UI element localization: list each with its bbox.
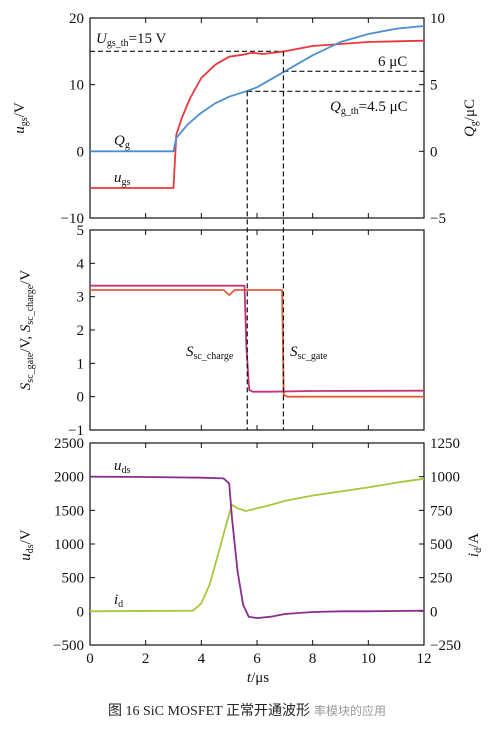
label-qg: Qg <box>114 133 130 151</box>
id-series <box>89 477 425 613</box>
y-tick-label: 1 <box>77 356 85 372</box>
y2-tick-label: 500 <box>430 537 453 553</box>
y-tick-label: 0 <box>77 390 85 406</box>
y-tick-label: 1000 <box>54 537 84 553</box>
label-uds: uds <box>114 458 131 476</box>
x-tick-label: 12 <box>417 651 432 667</box>
y2-tick-label: 5 <box>430 78 438 94</box>
y2-tick-label: 1250 <box>430 436 460 452</box>
xlabel: t/μs <box>247 670 269 686</box>
label-id: id <box>114 592 123 610</box>
panel-top: −10 0 10 20 −5 0 5 10 Ugs_th=15 V 6 μC Qg_th=4.5 μ… <box>12 11 480 227</box>
y2label-id: id/A <box>466 533 484 557</box>
y-tick-label: 10 <box>69 78 84 94</box>
y2-tick-label: 1000 <box>430 470 460 486</box>
annotation-6uc: 6 μC <box>378 54 407 70</box>
y2-tick-label: 250 <box>430 571 453 587</box>
x-tick-label: 0 <box>86 651 94 667</box>
plot-frame <box>89 229 425 431</box>
annotation-qg-th: Qg_th=4.5 μC <box>330 99 408 117</box>
y-tick-label: 5 <box>77 223 85 239</box>
y-tick-label: 20 <box>69 11 84 27</box>
x-tick-label: 2 <box>142 651 150 667</box>
figure-caption: 图 16 SiC MOSFET 正常开通波形 率模块的应用 <box>0 700 494 720</box>
ssc-gate-series <box>90 289 424 398</box>
x-tick-label: 4 <box>198 651 206 667</box>
y-tick-label: 500 <box>62 571 85 587</box>
ylabel-ssc: Ssc_gate/V, Ssc_charge/V <box>18 270 36 391</box>
y2-tick-label: 0 <box>430 144 438 160</box>
label-ugs: ugs <box>114 170 131 188</box>
annotation-ugs-th: Ugs_th=15 V <box>96 31 166 49</box>
x-tick-label: 8 <box>309 651 317 667</box>
x-tick-label: 10 <box>361 651 376 667</box>
y-tick-label: −10 <box>61 211 84 227</box>
marker-lines <box>246 51 285 430</box>
caption-text: 图 16 SiC MOSFET 正常开通波形 <box>107 704 310 719</box>
y-tick-label: 0 <box>77 144 85 160</box>
y-tick-label: 2000 <box>54 470 84 486</box>
panel-bottom: −50005001000150020002500−250025050075010… <box>18 436 484 686</box>
ylabel-uds: uds/V <box>18 529 36 561</box>
y-tick-label: −500 <box>53 638 84 654</box>
y2label-qg: Qg/μC <box>462 99 480 137</box>
y2-tick-label: 0 <box>430 604 438 620</box>
panel-middle: −1 0 1 2 3 4 5 Ssc_charge Ssc_gate Ssc_gate/V, Ss… <box>18 223 425 439</box>
y-tick-label: 1500 <box>54 503 84 519</box>
y-tick-label: −1 <box>68 423 84 439</box>
y2-tick-label: 10 <box>430 11 445 27</box>
y2-tick-label: 750 <box>430 503 453 519</box>
y-tick-label: 3 <box>77 290 85 306</box>
plot-frame <box>89 442 425 646</box>
watermark-text: 率模块的应用 <box>313 704 386 718</box>
ssc-charge-series <box>90 284 425 393</box>
uds-series <box>89 475 425 619</box>
y-tick-label: 2 <box>77 323 85 339</box>
y-tick-label: 0 <box>77 604 85 620</box>
ugs-series <box>90 39 425 189</box>
label-ssc-gate: Ssc_gate <box>290 344 328 362</box>
y2-tick-label: −250 <box>430 638 461 654</box>
y-tick-label: 4 <box>77 256 85 272</box>
qg-series <box>90 25 425 153</box>
x-tick-label: 6 <box>253 651 261 667</box>
y-tick-label: 2500 <box>54 436 84 452</box>
ylabel-ugs: ugs/V <box>12 102 30 134</box>
label-ssc-charge: Ssc_charge <box>186 344 234 362</box>
y2-tick-label: −5 <box>430 211 446 227</box>
